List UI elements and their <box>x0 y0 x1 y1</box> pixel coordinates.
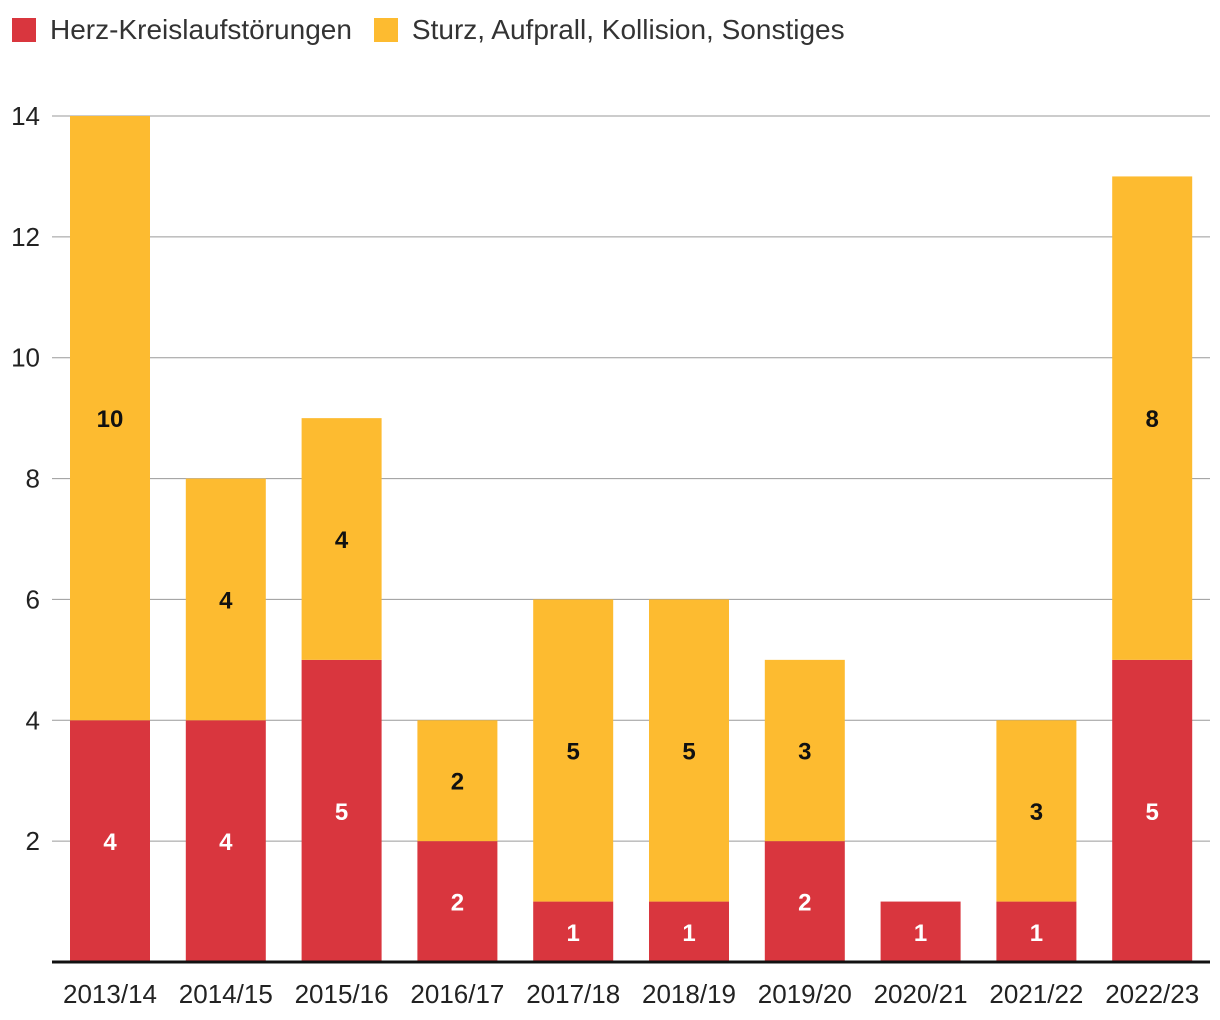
data-label: 1 <box>914 920 927 947</box>
x-tick-label: 2021/22 <box>989 979 1083 1009</box>
data-label: 2 <box>798 890 811 917</box>
x-tick-label: 2020/21 <box>874 979 968 1009</box>
data-label: 10 <box>97 406 124 433</box>
y-tick-label: 10 <box>11 343 40 373</box>
legend-label-herz: Herz-Kreislaufstörungen <box>50 14 352 45</box>
bar-segment-herz[interactable] <box>880 901 961 962</box>
x-tick-label: 2015/16 <box>295 979 389 1009</box>
bar-segment-herz[interactable] <box>649 901 729 962</box>
data-label: 2 <box>451 890 464 917</box>
y-tick-label: 8 <box>26 464 40 494</box>
bar-segment-sturz[interactable] <box>301 418 382 660</box>
bar-segment-sturz[interactable] <box>649 599 729 902</box>
y-tick-label: 2 <box>26 826 40 856</box>
data-label: 4 <box>335 527 349 554</box>
bar-segment-herz[interactable] <box>764 841 845 962</box>
legend: Herz-Kreislaufstörungen Sturz, Aufprall,… <box>12 14 867 46</box>
data-label: 3 <box>798 739 811 766</box>
data-label: 5 <box>567 739 580 766</box>
legend-item-herz[interactable]: Herz-Kreislaufstörungen <box>12 14 352 46</box>
x-tick-label: 2018/19 <box>642 979 736 1009</box>
y-tick-label: 14 <box>11 101 40 131</box>
y-tick-label: 6 <box>26 584 40 614</box>
x-tick-label: 2017/18 <box>526 979 620 1009</box>
bar-segment-herz[interactable] <box>417 841 498 962</box>
x-tick-label: 2022/23 <box>1105 979 1199 1009</box>
data-label: 3 <box>1030 799 1043 826</box>
legend-item-sturz[interactable]: Sturz, Aufprall, Kollision, Sonstiges <box>373 14 845 46</box>
data-label: 5 <box>335 799 348 826</box>
data-label: 2 <box>451 769 464 796</box>
bar-segment-sturz[interactable] <box>417 720 498 842</box>
bar-segment-sturz[interactable] <box>1112 176 1193 660</box>
legend-label-sturz: Sturz, Aufprall, Kollision, Sonstiges <box>411 14 845 45</box>
legend-swatch-sturz <box>373 18 398 42</box>
data-label: 4 <box>219 829 233 856</box>
bar-segment-sturz[interactable] <box>70 116 150 721</box>
data-label: 1 <box>1030 920 1043 947</box>
y-tick-label: 4 <box>26 705 40 735</box>
bar-segment-herz[interactable] <box>301 659 382 962</box>
bar-segment-sturz[interactable] <box>996 720 1077 902</box>
data-label: 4 <box>219 587 233 614</box>
bar-segment-herz[interactable] <box>1112 659 1193 962</box>
data-label: 1 <box>682 920 695 947</box>
bar-segment-herz[interactable] <box>533 901 614 962</box>
legend-swatch-herz <box>12 18 36 42</box>
data-label: 5 <box>1146 799 1159 826</box>
x-tick-label: 2019/20 <box>758 979 852 1009</box>
bar-segment-herz[interactable] <box>185 720 266 962</box>
data-label: 5 <box>682 739 695 766</box>
data-label: 4 <box>103 829 117 856</box>
bar-segment-herz[interactable] <box>70 720 150 962</box>
x-tick-label: 2013/14 <box>63 979 157 1009</box>
bar-segment-sturz[interactable] <box>764 659 845 842</box>
y-tick-label: 12 <box>11 222 40 252</box>
bar-segment-herz[interactable] <box>996 901 1077 962</box>
x-tick-label: 2016/17 <box>410 979 504 1009</box>
bar-segment-sturz[interactable] <box>533 599 614 902</box>
data-label: 8 <box>1146 406 1159 433</box>
bar-segment-sturz[interactable] <box>185 478 266 721</box>
x-tick-label: 2014/15 <box>179 979 273 1009</box>
data-label: 1 <box>567 920 580 947</box>
